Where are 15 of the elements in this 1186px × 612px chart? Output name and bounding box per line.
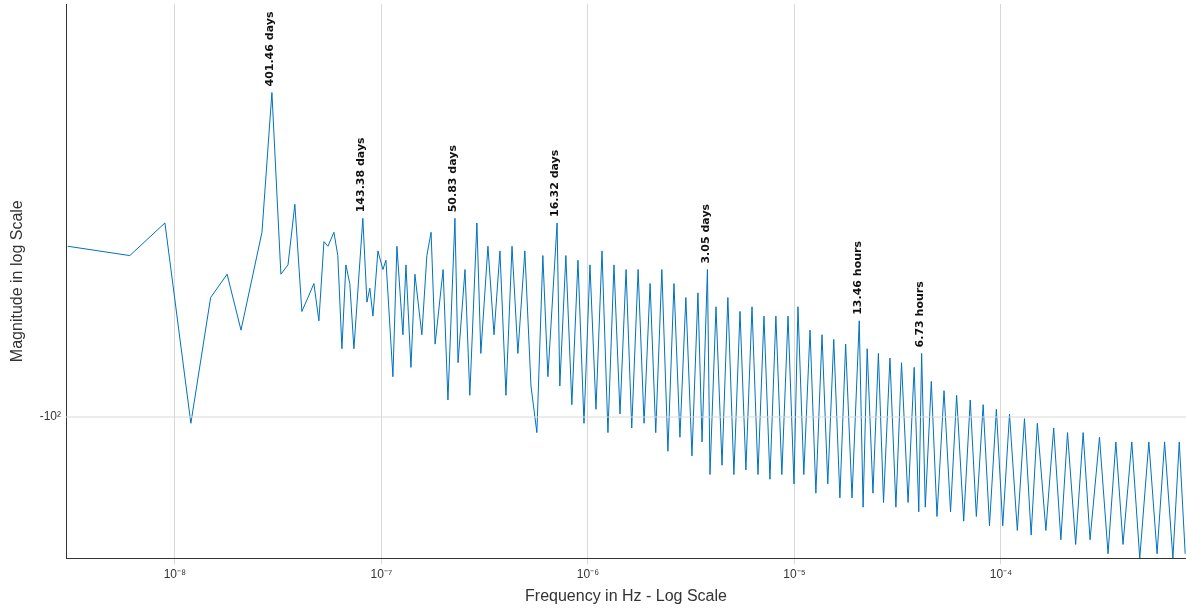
y-axis-title: Magnitude in log Scale — [8, 200, 26, 363]
x-axis-title: Frequency in Hz - Log Scale — [525, 586, 728, 604]
x-tick-label: 10⁻⁵ — [783, 566, 806, 581]
annotation: 3.05 days — [698, 203, 712, 264]
annotation: 401.46 days — [263, 11, 277, 87]
annotation: 143.38 days — [354, 136, 368, 213]
x-tick-label: 10⁻⁶ — [576, 566, 600, 581]
annotation: 50.83 days — [446, 144, 460, 213]
annotation: 6.73 hours — [913, 280, 927, 348]
annotation: 13.46 hours — [850, 240, 864, 315]
x-tick-label: 10⁻⁸ — [163, 566, 187, 581]
annotation: 16.32 days — [548, 149, 562, 217]
x-tick-label: 10⁻⁴ — [989, 566, 1013, 581]
x-tick-label: 10⁻⁷ — [370, 566, 393, 581]
text: -10² — [39, 409, 61, 424]
